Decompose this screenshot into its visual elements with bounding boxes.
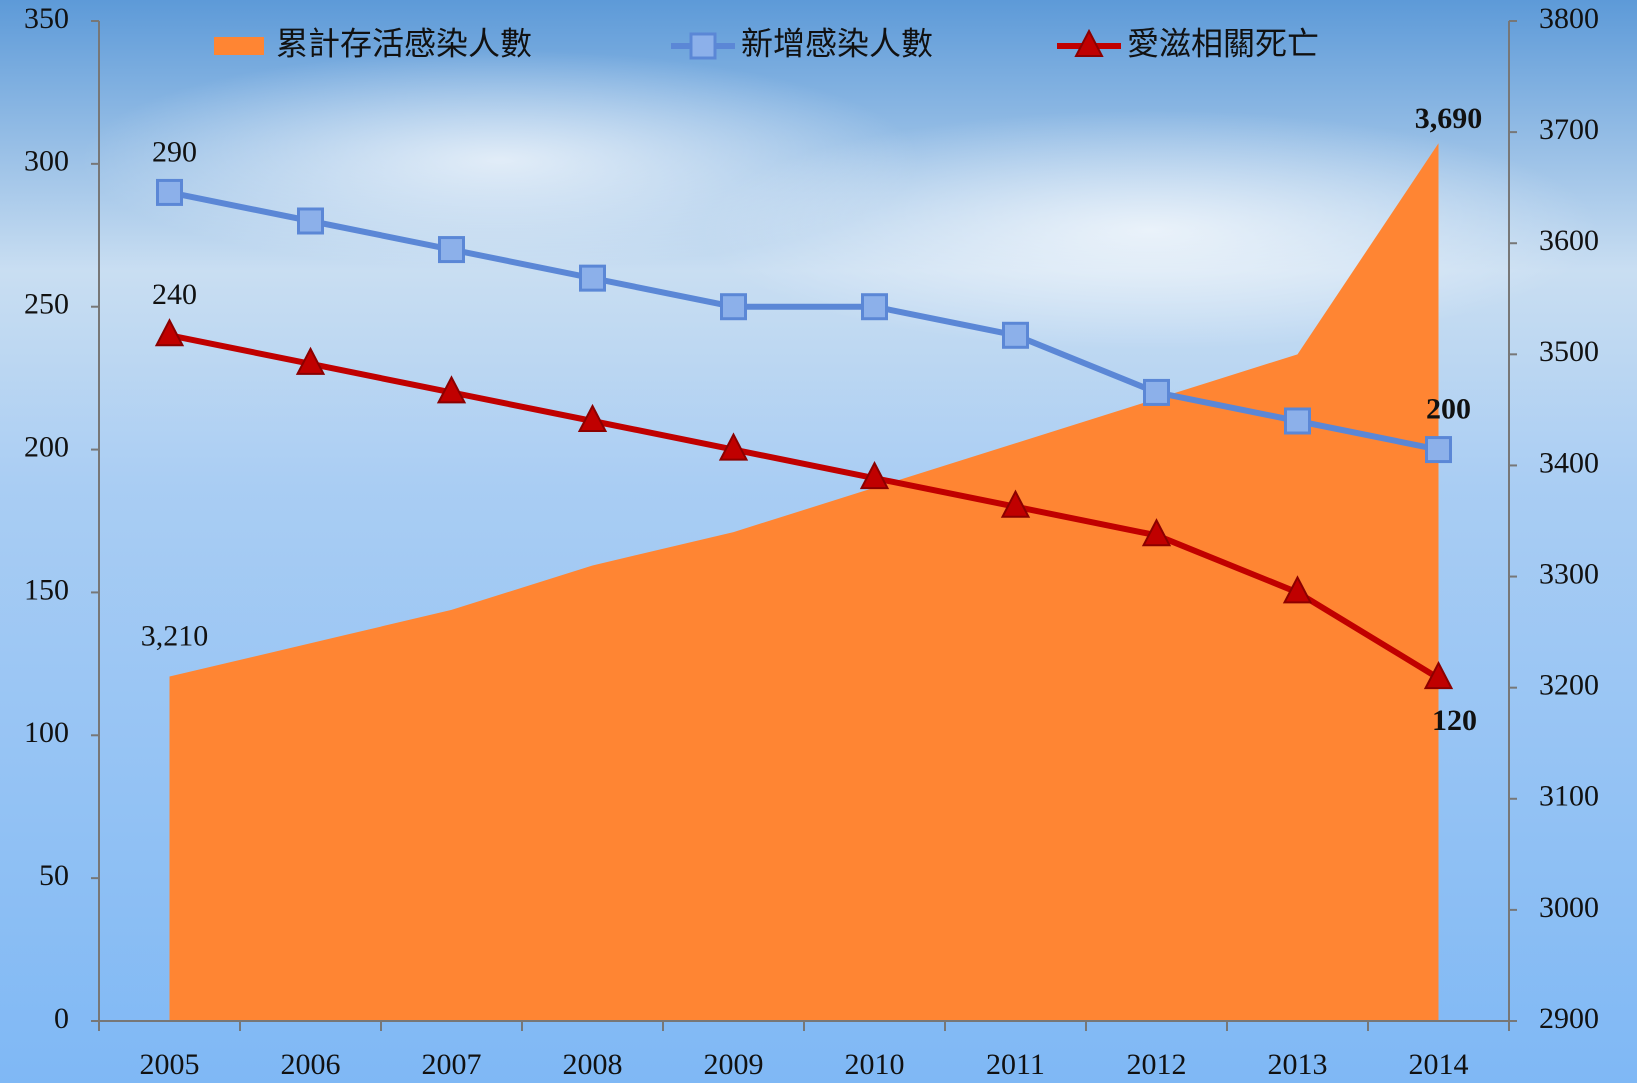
- y-tick-label: 250: [24, 288, 69, 321]
- y2-tick-label: 3400: [1539, 446, 1599, 479]
- y2-tick-label: 3500: [1539, 335, 1599, 368]
- x-tick-label: 2006: [281, 1048, 341, 1081]
- x-tick-label: 2011: [986, 1048, 1045, 1081]
- y2-tick-label: 3100: [1539, 780, 1599, 813]
- data-label: 3,690: [1415, 102, 1483, 135]
- marker: [440, 238, 464, 262]
- y2-tick-label: 2900: [1539, 1002, 1599, 1035]
- x-tick-label: 2013: [1268, 1048, 1328, 1081]
- x-tick-label: 2008: [563, 1048, 623, 1081]
- y-tick-label: 50: [39, 859, 69, 892]
- y-tick-label: 100: [24, 716, 69, 749]
- chart: 0 50 100 150 200 250 300 350 2900 3000 3100 3200 330…: [0, 0, 1637, 1083]
- legend-label: 累計存活感染人數: [276, 25, 532, 63]
- x-tick-label: 2009: [704, 1048, 764, 1081]
- legend-swatch: [214, 37, 264, 55]
- y2-tick-label: 3700: [1539, 113, 1599, 146]
- data-label: 240: [152, 278, 197, 311]
- cloud: [700, 110, 1600, 350]
- y2-tick-label: 3200: [1539, 669, 1599, 702]
- marker: [1145, 380, 1169, 404]
- y-tick-label: 0: [54, 1002, 69, 1035]
- marker: [299, 209, 323, 233]
- legend-label: 愛滋相關死亡: [1127, 25, 1319, 63]
- x-tick-label: 2007: [422, 1048, 482, 1081]
- marker: [158, 180, 182, 204]
- y2-tick-label: 3300: [1539, 557, 1599, 590]
- y-tick-label: 200: [24, 430, 69, 463]
- data-label: 120: [1432, 704, 1477, 737]
- marker: [722, 295, 746, 319]
- marker: [863, 295, 887, 319]
- marker: [1427, 438, 1451, 462]
- x-tick-label: 2010: [845, 1048, 905, 1081]
- data-label: 200: [1426, 392, 1471, 425]
- data-label: 3,210: [141, 619, 209, 652]
- y2-tick-label: 3800: [1539, 2, 1599, 35]
- x-tick-label: 2005: [140, 1048, 200, 1081]
- legend-label: 新增感染人數: [741, 25, 933, 63]
- y-tick-label: 150: [24, 573, 69, 606]
- marker: [581, 266, 605, 290]
- marker: [1286, 409, 1310, 433]
- x-tick-label: 2012: [1127, 1048, 1187, 1081]
- data-label: 290: [152, 135, 197, 168]
- legend-marker: [691, 34, 715, 58]
- x-tick-label: 2014: [1409, 1048, 1469, 1081]
- y2-tick-label: 3000: [1539, 891, 1599, 924]
- marker: [1004, 323, 1028, 347]
- y2-tick-label: 3600: [1539, 224, 1599, 257]
- y-tick-label: 300: [24, 145, 69, 178]
- y-tick-label: 350: [24, 2, 69, 35]
